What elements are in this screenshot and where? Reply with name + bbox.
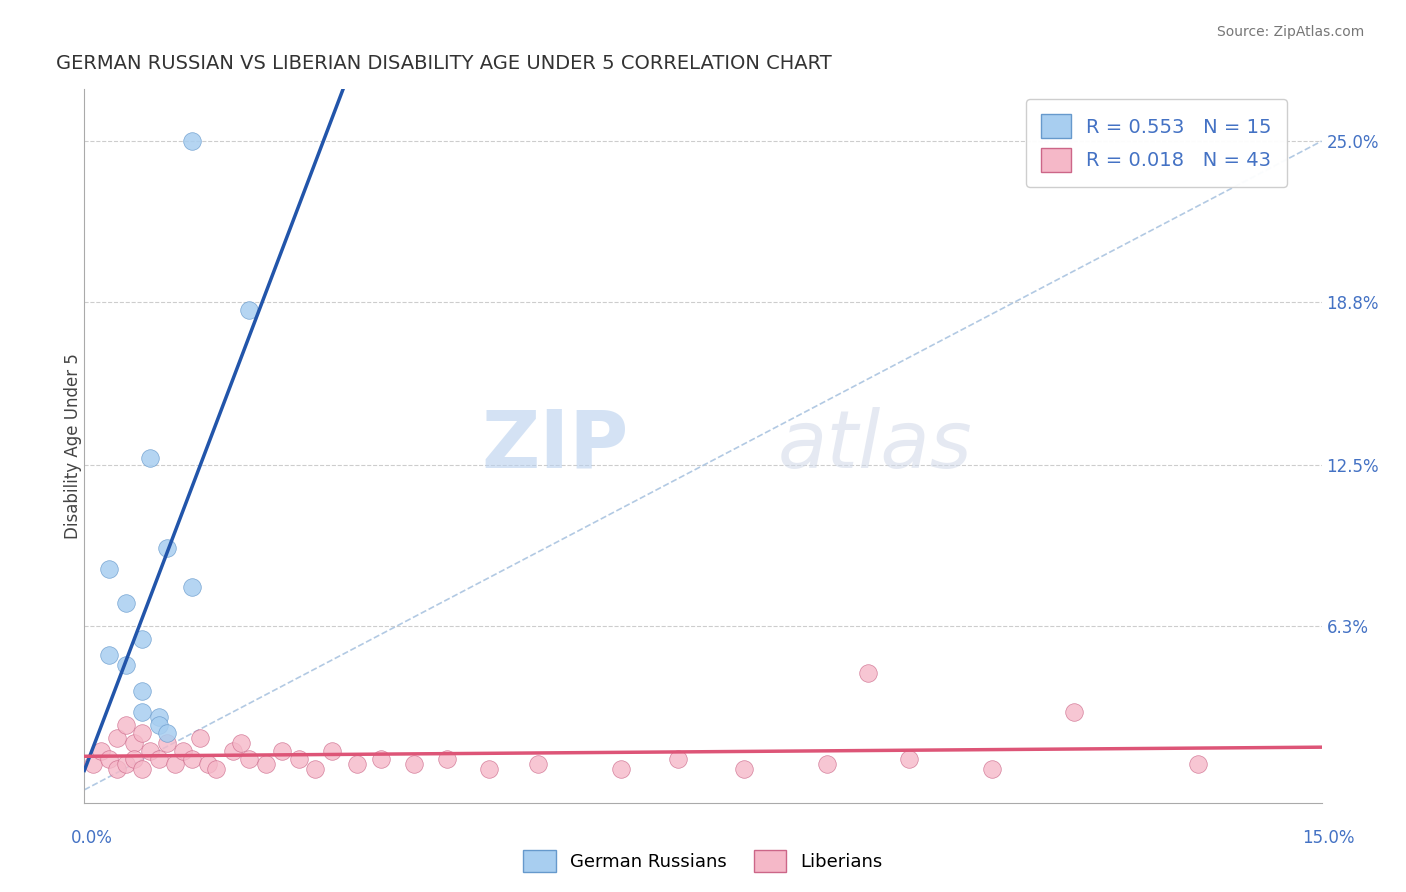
Point xyxy=(139,450,162,465)
Point xyxy=(131,632,153,647)
Point xyxy=(156,541,179,556)
Point xyxy=(898,752,921,766)
Point xyxy=(527,756,550,771)
Point xyxy=(229,736,252,750)
Point xyxy=(254,756,277,771)
Point xyxy=(733,762,755,776)
Text: GERMAN RUSSIAN VS LIBERIAN DISABILITY AGE UNDER 5 CORRELATION CHART: GERMAN RUSSIAN VS LIBERIAN DISABILITY AG… xyxy=(56,54,832,72)
Point xyxy=(122,736,145,750)
Point xyxy=(1063,705,1085,719)
Text: ZIP: ZIP xyxy=(481,407,628,485)
Y-axis label: Disability Age Under 5: Disability Age Under 5 xyxy=(65,353,82,539)
Point xyxy=(436,752,458,766)
Point xyxy=(148,752,170,766)
Point xyxy=(82,756,104,771)
Point xyxy=(98,562,121,576)
Point xyxy=(205,762,228,776)
Point xyxy=(131,705,153,719)
Point xyxy=(165,756,187,771)
Point xyxy=(346,756,368,771)
Point xyxy=(238,752,260,766)
Text: Source: ZipAtlas.com: Source: ZipAtlas.com xyxy=(1216,25,1364,38)
Point xyxy=(122,752,145,766)
Point xyxy=(856,666,879,681)
Point xyxy=(172,744,194,758)
Point xyxy=(197,756,219,771)
Point xyxy=(288,752,311,766)
Point xyxy=(131,762,153,776)
Point xyxy=(114,658,136,673)
Point xyxy=(477,762,499,776)
Point xyxy=(180,134,202,148)
Point xyxy=(139,744,162,758)
Text: 15.0%: 15.0% xyxy=(1302,829,1355,847)
Point xyxy=(180,752,202,766)
Text: atlas: atlas xyxy=(778,407,972,485)
Point xyxy=(666,752,689,766)
Point xyxy=(98,752,121,766)
Point xyxy=(156,725,179,739)
Point xyxy=(304,762,326,776)
Point xyxy=(271,744,294,758)
Point xyxy=(1187,756,1209,771)
Point xyxy=(321,744,343,758)
Point xyxy=(609,762,631,776)
Point xyxy=(131,725,153,739)
Point xyxy=(815,756,838,771)
Point xyxy=(148,718,170,732)
Point xyxy=(404,756,426,771)
Text: 0.0%: 0.0% xyxy=(70,829,112,847)
Point xyxy=(114,756,136,771)
Point xyxy=(105,731,128,745)
Point xyxy=(105,762,128,776)
Point xyxy=(980,762,1002,776)
Point xyxy=(222,744,245,758)
Point xyxy=(180,581,202,595)
Point xyxy=(114,718,136,732)
Point xyxy=(131,684,153,698)
Point xyxy=(156,736,179,750)
Point xyxy=(238,302,260,317)
Legend: R = 0.553   N = 15, R = 0.018   N = 43: R = 0.553 N = 15, R = 0.018 N = 43 xyxy=(1026,99,1286,187)
Point xyxy=(148,710,170,724)
Point xyxy=(90,744,112,758)
Point xyxy=(370,752,392,766)
Point xyxy=(98,648,121,662)
Point xyxy=(188,731,211,745)
Point xyxy=(114,596,136,610)
